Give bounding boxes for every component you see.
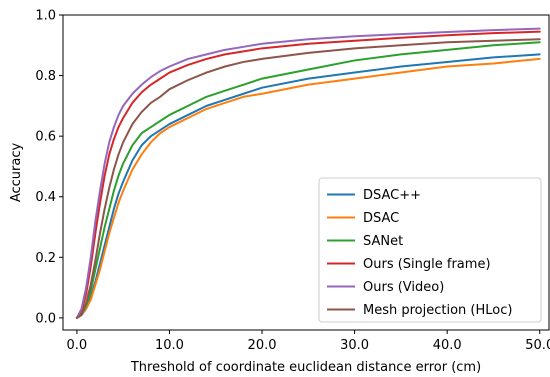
series-line-6: [75, 38, 541, 319]
legend-entry-label: DSAC++: [363, 188, 421, 203]
y-tick-label: 0.0: [35, 311, 56, 326]
series-line-5: [75, 27, 541, 319]
legend: DSAC++ DSAC SANet Ours (Single frame) Ours (…: [318, 177, 542, 323]
legend-entry-label: DSAC: [363, 211, 399, 226]
x-tick-label: 10.0: [155, 338, 184, 353]
legend-frame: [318, 177, 542, 323]
x-tick-label: 30.0: [340, 338, 369, 353]
legend-entry-label: SANet: [363, 234, 403, 249]
y-tick-label: 0.4: [35, 190, 56, 205]
series-line-3: [75, 41, 541, 319]
x-tick-label: 0.0: [67, 338, 88, 353]
plot-area: [75, 27, 541, 319]
axes: 0.0 10.0 20.0 30.0 40.0 50.0 0.0 0.2 0.4 0.6 0.8 1.…: [35, 9, 550, 354]
x-tick-label: 40.0: [433, 338, 462, 353]
y-tick-label: 1.0: [35, 9, 56, 24]
legend-entry-label: Ours (Single frame): [363, 257, 491, 272]
series-line-2: [75, 57, 541, 319]
x-tick-label: 20.0: [248, 338, 277, 353]
y-tick-label: 0.6: [35, 130, 56, 145]
y-tick-label: 0.8: [35, 69, 56, 84]
series-line-4: [75, 30, 541, 319]
y-tick-label: 0.2: [35, 251, 56, 266]
series-line-1: [75, 53, 541, 319]
y-axis-label: Accuracy: [9, 143, 24, 203]
legend-entry-label: Ours (Video): [363, 280, 444, 295]
x-tick-label: 50.0: [525, 338, 550, 353]
legend-entry-label: Mesh projection (HLoc): [363, 303, 512, 318]
plot-frame: [62, 14, 550, 331]
x-axis-label: Threshold of coordinate euclidean distan…: [130, 360, 481, 375]
